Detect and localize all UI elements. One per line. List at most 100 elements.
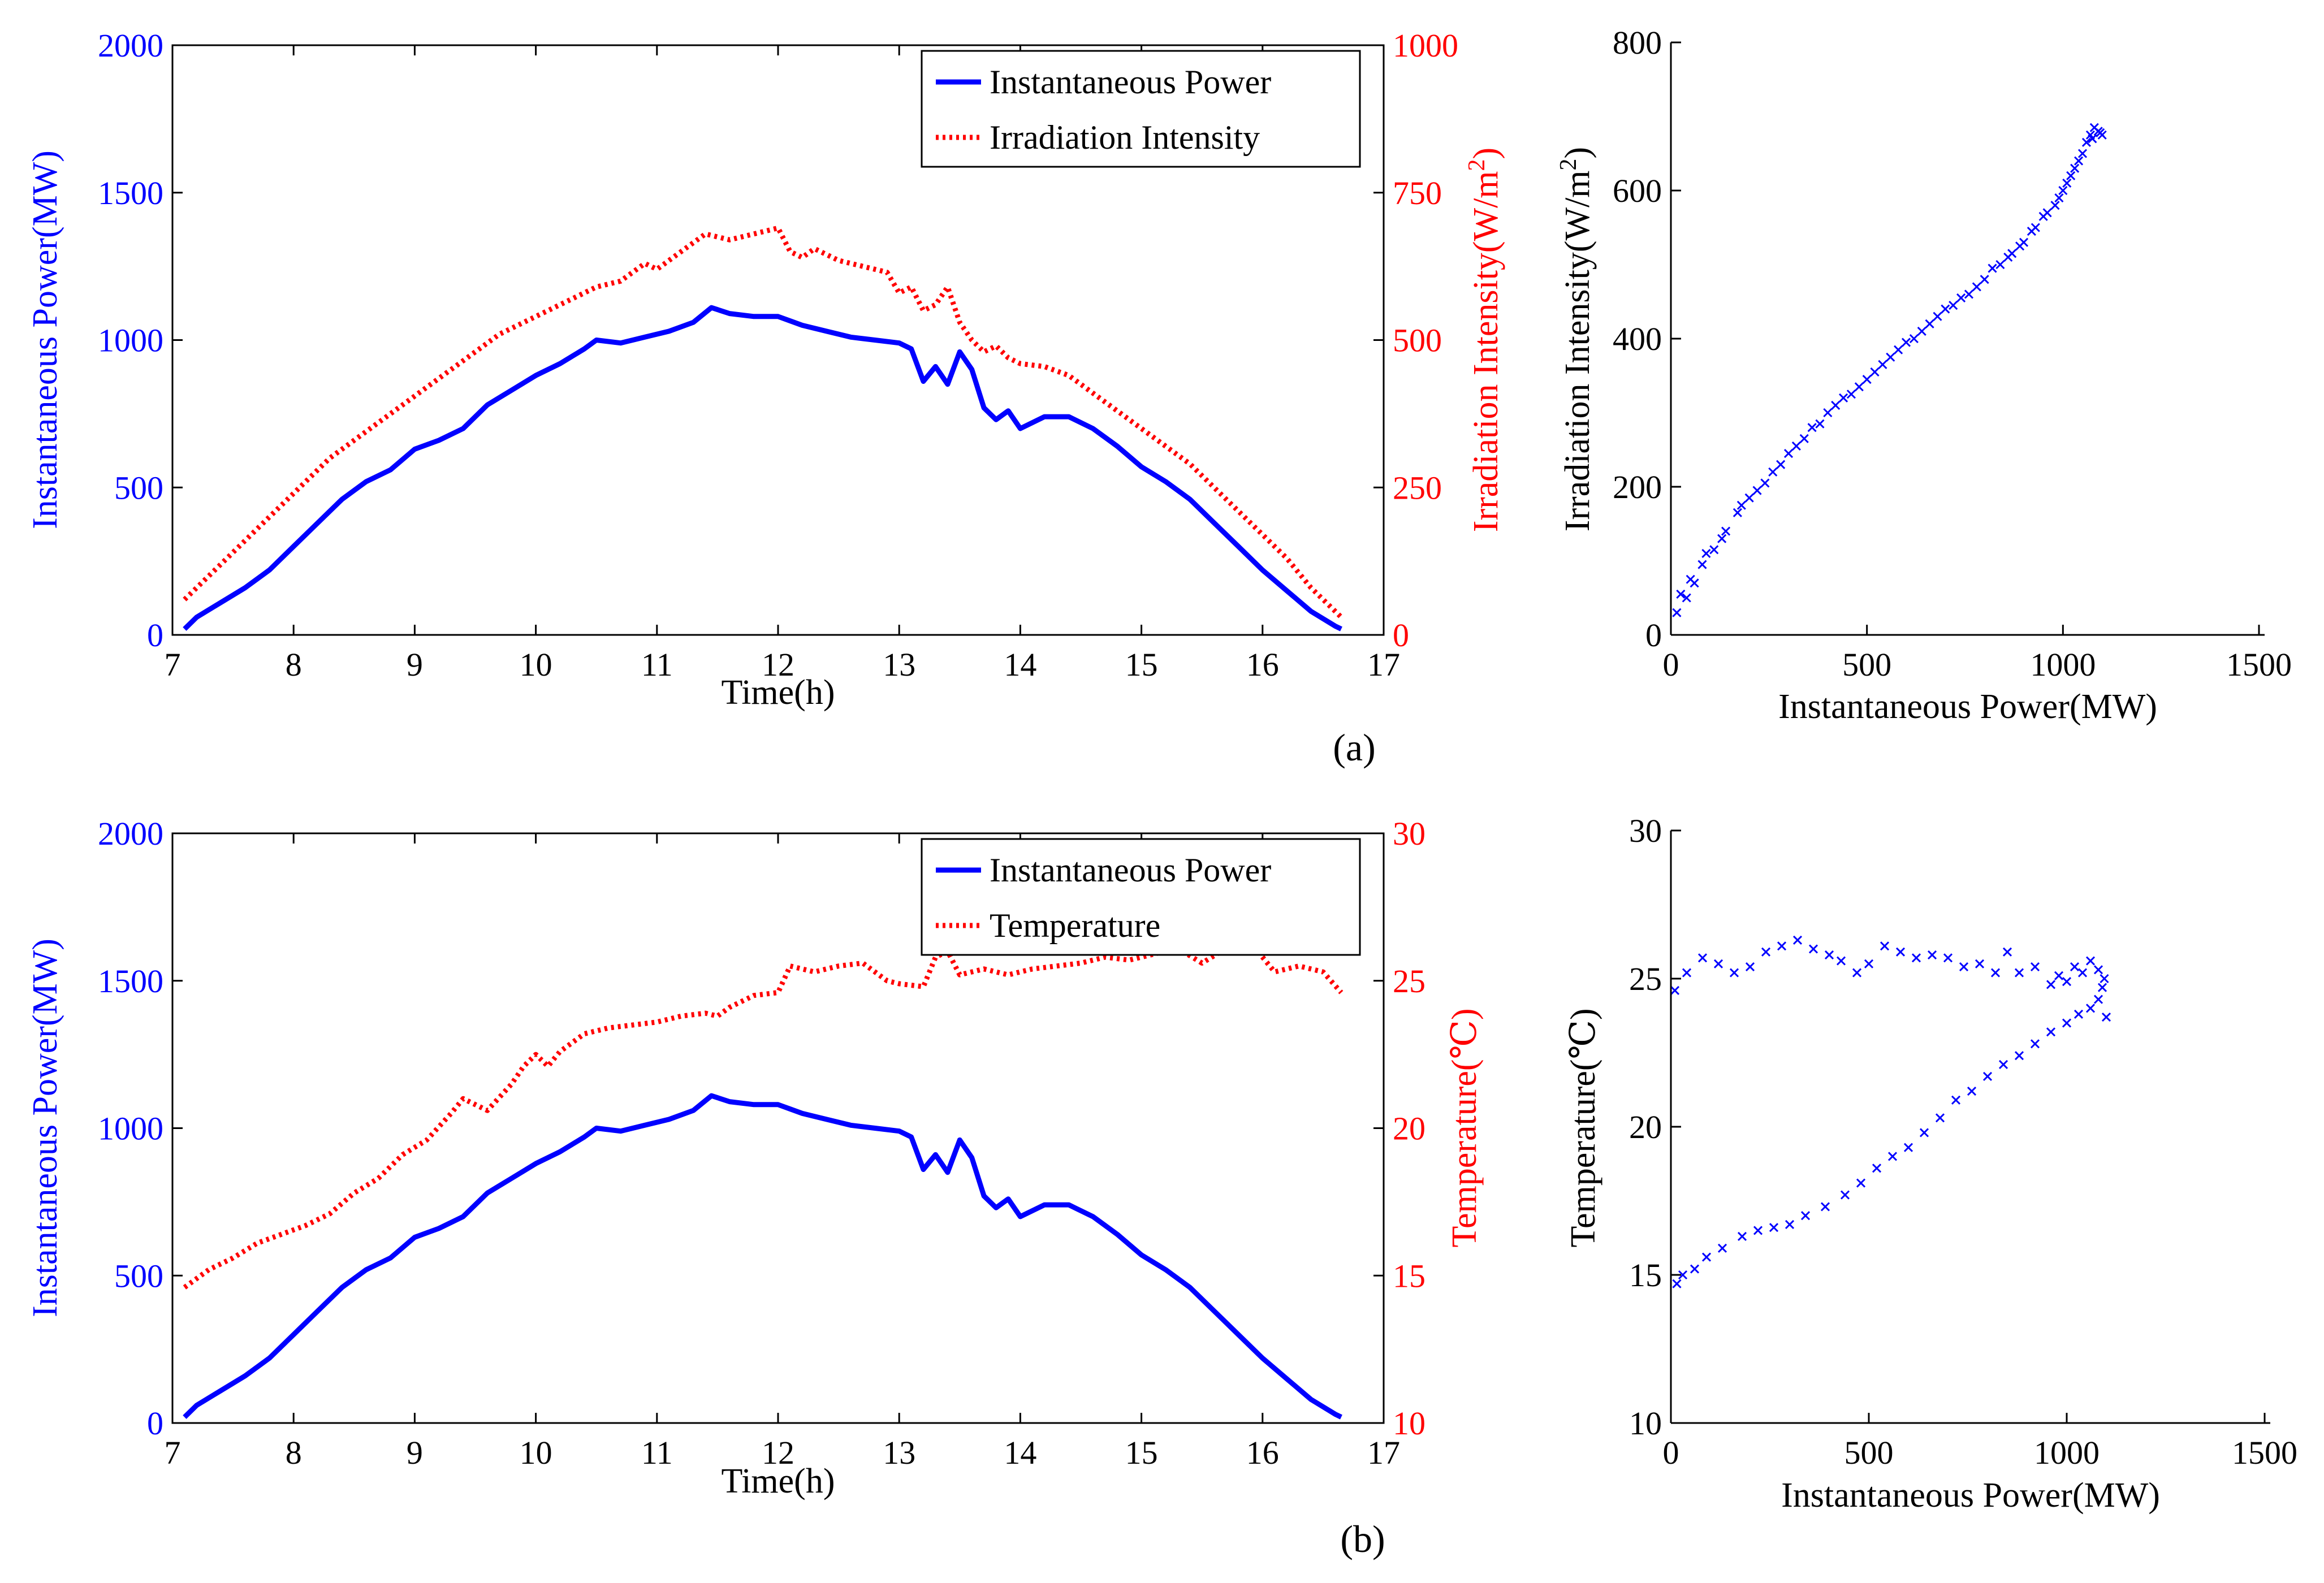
scatter-point [1854,382,1864,392]
scatter-point [1799,434,1809,443]
scatter-point-stroke [1808,944,1818,954]
scatter-point-stroke [1988,263,1997,273]
scatter-point [1935,1113,1945,1123]
series-line-instantaneous-power [183,1093,1342,1420]
right-y-tick-label: 25 [1393,963,1425,1000]
scatter-point [1840,1190,1850,1200]
x-tick-label: 13 [883,646,915,683]
scatter-point [1967,1087,1977,1096]
scatter-point [2046,1027,2056,1037]
scatter-point [1959,962,1969,972]
scatter-point [1713,959,1723,968]
scatter-point-stroke [2015,241,2025,251]
scatter-point-stroke [1785,1219,1795,1229]
scatter-point [1769,1223,1779,1232]
scatter-point [1911,953,1921,963]
panel-b-legend-box [921,838,1361,956]
scatter-point-stroke [2097,983,2107,992]
panel-a-scatter-chart: 0 500 1000 1500 0 200 400 600 800 Instantaneous… [1556,24,2292,726]
scatter-point [1988,263,1997,273]
y-tick-label: 20 [1629,1109,1662,1145]
y-tick-label: 1500 [98,175,163,211]
scatter-point-stroke [1972,282,1981,292]
scatter-point-stroke [1701,548,1711,558]
scatter-point [1878,360,1887,369]
scatter-point-stroke [1927,950,1937,960]
scatter-point-stroke [2046,980,2056,989]
scatter-point [1721,526,1731,536]
panel-b-scatter-x-axis-title: Instantaneous Power(MW) [1781,1476,2160,1515]
panel-a-left-y-axis-title: Instantaneous Power(MW) [26,150,64,529]
panel-b-left-y-ticks: 0 500 1000 1500 2000 [98,815,183,1442]
scatter-point-stroke [2030,1039,2040,1049]
scatter-point-stroke [2074,1009,2084,1019]
scatter-point [1894,345,1903,354]
scatter-point-stroke [2038,211,2048,221]
scatter-point-stroke [2085,956,2096,966]
scatter-point-stroke [1967,1087,1977,1096]
scatter-point [1919,1128,1929,1137]
scatter-point [2070,163,2080,173]
scatter-point [1760,478,1770,488]
x-tick-label: 1000 [2030,646,2096,683]
panel-b-legend: Instantaneous Power Temperature [921,838,1361,956]
scatter-point-stroke [1975,959,1985,968]
scatter-point-stroke [1839,393,1848,403]
scatter-point [1972,282,1981,292]
scatter-point-stroke [1800,1211,1811,1221]
scatter-point [2096,128,2105,137]
scatter-point-stroke [2062,178,2072,188]
scatter-point [1941,304,1950,314]
panel-b-x-ticks: 7 8 9 10 11 12 13 14 15 16 17 [165,833,1400,1471]
scatter-point-stroke [1998,1059,2008,1070]
scatter-point-stroke [1935,1113,1945,1123]
right-y-tick-label: 10 [1393,1405,1425,1442]
scatter-point [1909,334,1919,344]
scatter-point [2050,201,2060,210]
scatter-point [1815,419,1825,429]
scatter-point-stroke [2002,947,2012,957]
scatter-point [1768,467,1778,477]
scatter-point [2097,983,2107,992]
scatter-point-stroke [2062,1018,2072,1028]
y-tick-label: 800 [1613,24,1662,61]
scatter-point-stroke [2066,171,2076,180]
x-tick-label: 11 [641,1434,673,1471]
y-tick-label: 600 [1613,172,1662,209]
scatter-point [1846,390,1856,399]
right-y-tick-label: 750 [1393,175,1442,211]
x-tick-label: 15 [1125,1434,1158,1471]
panel-a-scatter-x-axis-title: Instantaneous Power(MW) [1778,687,2157,726]
scatter-point-stroke [1717,1243,1727,1253]
scatter-point-stroke [1980,275,1989,284]
scatter-point-stroke [1760,478,1770,488]
scatter-point-stroke [1776,460,1786,469]
scatter-point-stroke [1777,941,1787,951]
scatter-point [1870,367,1880,377]
x-tick-label: 0 [1663,646,1679,683]
scatter-point-stroke [1686,574,1695,584]
scatter-point [1995,259,2005,270]
y-tick-label: 400 [1613,321,1662,357]
x-tick-label: 12 [762,1434,794,1471]
scatter-point-stroke [1831,400,1841,410]
scatter-point [1690,1264,1700,1274]
scatter-point-stroke [1670,985,1680,996]
panel-b-right-y-axis-title: Temperature(℃) [1445,1008,1484,1247]
scatter-point [1697,560,1707,569]
scatter-point [2038,211,2048,221]
panel-b-label: (b) [1340,1517,1385,1560]
scatter-point [1839,393,1848,403]
scatter-point-stroke [2074,156,2084,166]
scatter-point-stroke [1909,334,1919,344]
x-tick-label: 14 [1004,1434,1036,1471]
y-tick-label: 0 [1645,617,1662,654]
right-y-tick-label: 20 [1393,1110,1425,1147]
y-tick-label: 500 [114,1257,163,1294]
scatter-point-stroke [1951,1095,1961,1105]
scatter-point-stroke [1917,326,1926,336]
scatter-point [1824,950,1834,960]
series-line-instantaneous-power [183,305,1342,632]
panel-a-scatter-y-title-end: ) [1558,147,1597,159]
scatter-point-stroke [1886,352,1895,362]
